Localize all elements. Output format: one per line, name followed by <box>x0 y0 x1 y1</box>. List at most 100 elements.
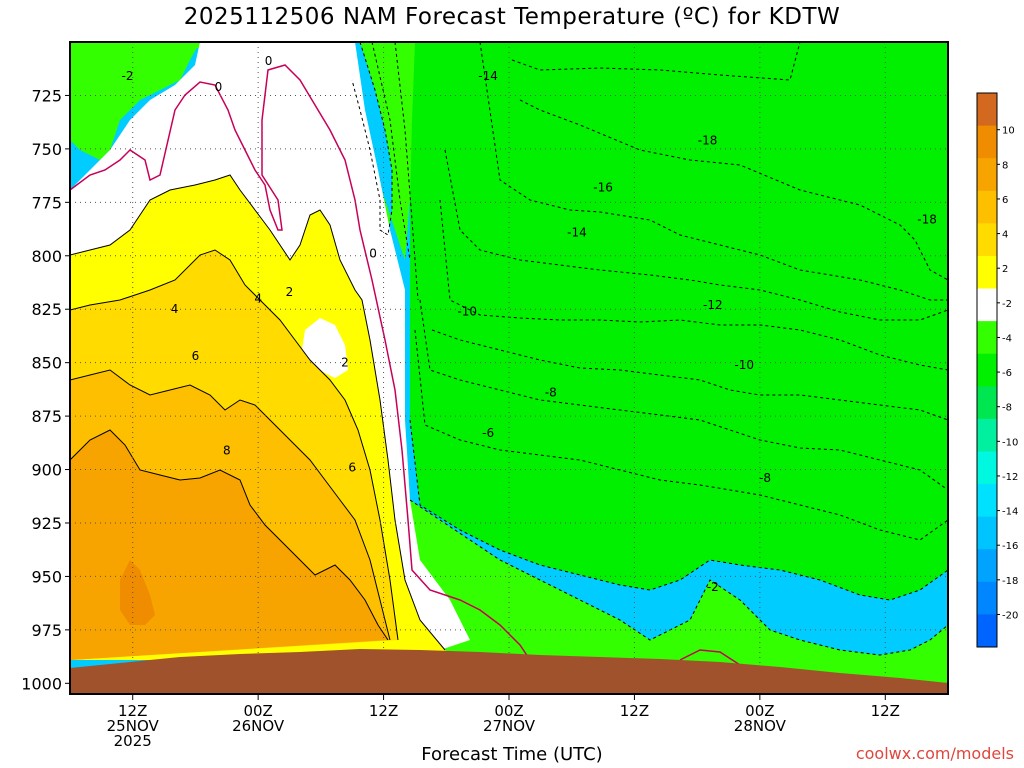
colorbar-segment <box>977 288 997 322</box>
contour-label: -6 <box>482 426 494 440</box>
cold-contour <box>439 199 948 371</box>
colorbar-segment <box>977 451 997 485</box>
contour-label: 6 <box>192 349 200 363</box>
colorbar-segment <box>977 321 997 355</box>
x-tick-label: 00Z <box>494 702 523 720</box>
colorbar-segment <box>977 516 997 550</box>
colorbar-label: -18 <box>1002 576 1018 587</box>
x-tick-label: 26NOV <box>232 717 285 735</box>
colorbar-label: -20 <box>1002 610 1018 621</box>
freezing-contour-line-2 <box>679 649 741 666</box>
y-tick-label: 850 <box>31 354 62 373</box>
warm-contour-6 <box>70 369 391 641</box>
colorbar-label: -16 <box>1002 541 1018 552</box>
colorbar-segment <box>977 484 997 518</box>
contour-label: 6 <box>348 460 356 474</box>
contour-label: -18 <box>698 133 718 147</box>
cold-contour <box>479 42 948 301</box>
contour-label: 0 <box>369 247 377 261</box>
chart-title: 2025112506 NAM Forecast Temperature (ºC)… <box>183 4 841 30</box>
x-tick-label: 27NOV <box>483 717 536 735</box>
colorbar-segment <box>977 93 997 127</box>
x-tick-label: 00Z <box>243 702 272 720</box>
x-tick-label: 28NOV <box>734 717 787 735</box>
colorbar-label: -2 <box>1002 299 1012 310</box>
temp-band-minus4 <box>410 42 948 600</box>
y-tick-label: 925 <box>31 514 62 533</box>
y-tick-label: 900 <box>31 461 62 480</box>
contour-label: -16 <box>593 180 613 194</box>
warm-contour-4 <box>70 249 399 641</box>
contour-label: -2 <box>122 69 134 83</box>
y-tick-label: 800 <box>31 247 62 266</box>
ground-terrain <box>70 649 948 694</box>
contour-label: 4 <box>254 292 262 306</box>
contour-label: -10 <box>734 358 754 372</box>
x-tick-label: 00Z <box>745 702 774 720</box>
colorbar-label: 4 <box>1002 230 1008 241</box>
contour-label: -18 <box>917 212 937 226</box>
cold-contour <box>431 329 948 421</box>
contour-label: -8 <box>545 386 557 400</box>
colorbar-label: -4 <box>1002 333 1012 344</box>
x-tick-label: 12Z <box>118 702 147 720</box>
colorbar-label: -14 <box>1002 507 1018 518</box>
cold-contour <box>371 42 411 261</box>
colorbar-frame <box>976 92 998 648</box>
colorbar-label: 10 <box>1002 126 1015 137</box>
warm-contour-8 <box>70 429 389 641</box>
colorbar-segment <box>977 223 997 257</box>
temp-band-left-top-green <box>70 42 200 160</box>
colorbar: 10 8 6 4 2 -2 -4 -6 -8 -10 -12 -14 -16 -18 -20 <box>976 92 1018 648</box>
y-axis: 725 750 775 800 825 850 875 900 925 950 975 1000 <box>21 86 70 693</box>
colorbar-segment <box>977 386 997 420</box>
contour-label: 2 <box>341 356 349 370</box>
contour-label: 4 <box>171 302 179 316</box>
colorbar-label: -6 <box>1002 368 1012 379</box>
cold-contour <box>351 42 393 236</box>
colorbar-segment <box>977 614 997 648</box>
colorbar-segment <box>977 255 997 290</box>
freezing-contour-line <box>70 64 531 661</box>
cold-contour <box>394 42 419 301</box>
temp-band-upper-left-green <box>70 42 415 260</box>
colorbar-label: -12 <box>1002 472 1018 483</box>
x-tick-label: 2025 <box>114 732 152 750</box>
y-tick-label: 750 <box>31 140 62 159</box>
y-tick-label: 775 <box>31 193 62 212</box>
x-tick-label: 12Z <box>620 702 649 720</box>
x-tick-label: 12Z <box>871 702 900 720</box>
contour-label: 0 <box>265 54 273 68</box>
contour-label: 2 <box>286 285 294 299</box>
colorbar-label: -8 <box>1002 403 1012 414</box>
colorbar-label: 6 <box>1002 195 1008 206</box>
cold-contour <box>409 499 948 656</box>
y-tick-label: 975 <box>31 621 62 640</box>
colorbar-segment <box>977 190 997 224</box>
colorbar-label: 2 <box>1002 264 1008 275</box>
cold-contour <box>409 419 948 601</box>
cold-contour <box>419 299 948 491</box>
colorbar-segment <box>977 549 997 583</box>
contour-label: 8 <box>223 443 231 457</box>
y-tick-label: 825 <box>31 300 62 319</box>
y-tick-label: 875 <box>31 407 62 426</box>
colorbar-segment <box>977 353 997 387</box>
contour-labels: -2 0 0 0 2 2 4 4 6 6 8 -14 -18 -16 -18 -14 -12 -10 -10 -8 -6… <box>122 54 937 594</box>
colorbar-segment <box>977 125 997 159</box>
contour-label: -14 <box>567 225 587 239</box>
credit-text: coolwx.com/models <box>855 744 1014 763</box>
colorbar-segment <box>977 581 997 615</box>
x-tick-label: 25NOV <box>107 717 160 735</box>
colorbar-segment <box>977 418 997 452</box>
contour-label: -8 <box>759 471 771 485</box>
dotted-grid <box>70 42 948 694</box>
x-axis-label: Forecast Time (UTC) <box>421 744 603 765</box>
contour-label: -10 <box>457 304 477 318</box>
contour-label: -14 <box>478 69 498 83</box>
temp-band-warmest <box>120 560 155 625</box>
y-tick-label: 725 <box>31 86 62 105</box>
colorbar-segment <box>977 158 997 192</box>
